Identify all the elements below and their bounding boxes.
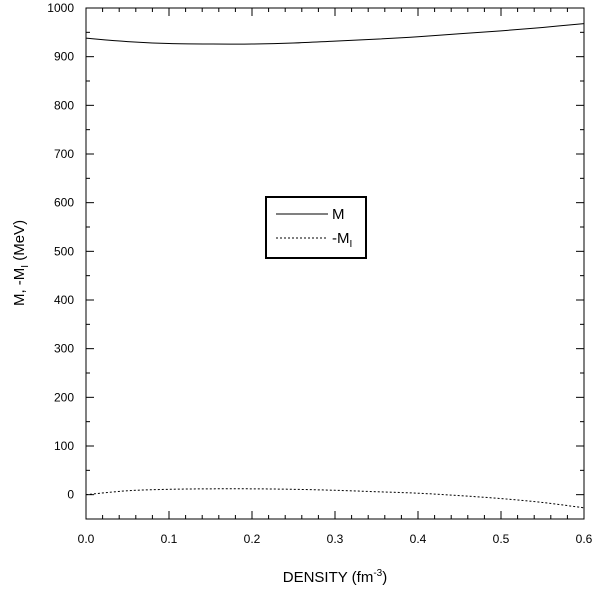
y-tick-label: 200: [54, 390, 74, 404]
x-axis-title-tail: ): [382, 569, 387, 586]
legend-label-minus-MI-main: -M: [332, 230, 350, 247]
series-layer: [85, 23, 585, 509]
y-tick-label: 100: [54, 439, 74, 453]
legend-label-minus-MI-sub: I: [350, 239, 353, 250]
plot-frame: [85, 7, 585, 520]
x-axis-title-main: DENSITY (fm: [283, 569, 374, 586]
y-tick-label: 300: [54, 342, 74, 356]
legend-box: [265, 196, 367, 259]
y-axis-title: M, -MI (MeV): [11, 220, 31, 306]
y-axis-title-tail: (MeV): [11, 220, 28, 265]
x-tick-label: 0.0: [78, 532, 95, 546]
x-tick-label: 0.4: [410, 532, 427, 546]
y-axis-title-sub: I: [20, 265, 31, 268]
axis-tick-labels: 0.0 0.1 0.2 0.3 0.4 0.5 0.6 0 100 200 300 400 500 600…: [47, 1, 592, 546]
x-tick-label: 0.6: [576, 532, 593, 546]
y-tick-label: 0: [67, 488, 74, 502]
y-tick-label: 900: [54, 50, 74, 64]
x-tick-label: 0.3: [327, 532, 344, 546]
series-line-minus-MI: [85, 488, 585, 509]
y-tick-label: 800: [54, 98, 74, 112]
y-axis-title-main: M, -M: [11, 268, 28, 306]
x-tick-label: 0.2: [244, 532, 261, 546]
y-tick-label: 600: [54, 196, 74, 210]
x-tick-label: 0.5: [493, 532, 510, 546]
y-tick-label: 400: [54, 293, 74, 307]
axis-ticks: [85, 7, 585, 520]
x-axis-title-sup: -3: [373, 568, 382, 579]
legend-label-minus-MI: -MI: [332, 230, 352, 250]
y-tick-label: 700: [54, 147, 74, 161]
y-tick-label: 500: [54, 244, 74, 258]
x-tick-label: 0.1: [161, 532, 178, 546]
legend: M -MI: [265, 196, 367, 259]
series-line-M: [85, 23, 585, 45]
legend-label-M: M: [332, 206, 345, 223]
y-tick-label: 1000: [47, 1, 74, 15]
x-axis-title: DENSITY (fm-3): [283, 568, 387, 586]
